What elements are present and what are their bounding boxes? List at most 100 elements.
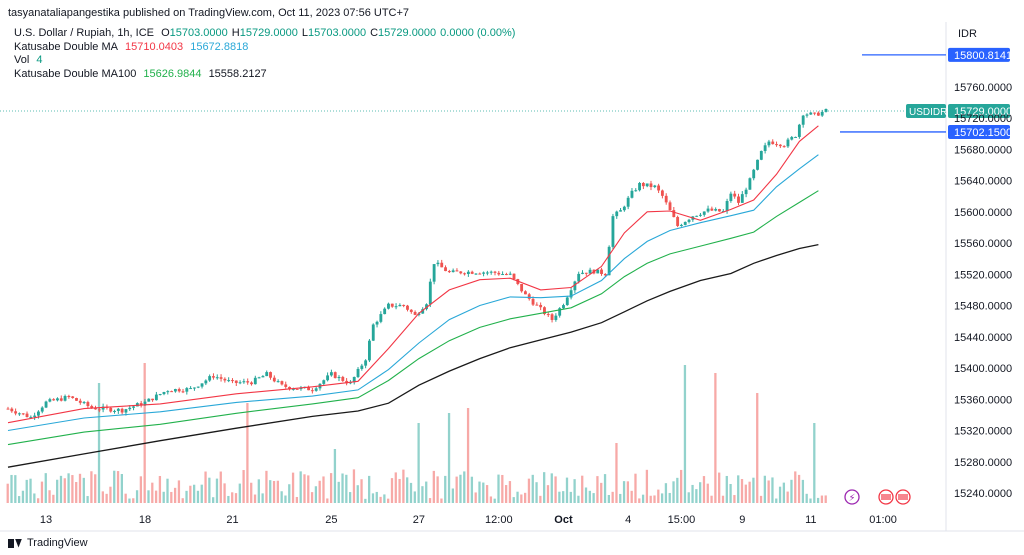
ma-line[interactable]: [7, 154, 819, 432]
legend-ma1-row[interactable]: Katusabe Double MA 15710.0403 15672.8818: [14, 41, 523, 55]
candle: [356, 368, 360, 377]
volume-bar: [687, 492, 690, 503]
volume-bar: [208, 477, 211, 503]
volume-bar: [200, 484, 203, 503]
ma-line[interactable]: [7, 243, 819, 468]
candle: [48, 399, 52, 402]
candle: [512, 273, 516, 280]
volume-bar: [425, 481, 428, 503]
volume-bar: [303, 474, 306, 503]
candle: [383, 308, 387, 315]
candle: [470, 271, 474, 274]
volume-bar: [398, 478, 401, 503]
candle: [368, 340, 371, 361]
candle: [756, 159, 759, 170]
vol-name: Vol: [14, 54, 30, 66]
candle: [638, 183, 641, 191]
volume-bar: [307, 475, 310, 503]
candle: [200, 383, 204, 387]
candle: [82, 402, 86, 404]
candle: [341, 376, 345, 381]
candle: [459, 271, 463, 274]
y-tick-label: 15440.0000: [954, 332, 1012, 344]
ma1-value-2: 15672.8818: [190, 40, 249, 53]
candle: [813, 112, 817, 114]
candle: [307, 386, 310, 391]
candle: [816, 112, 820, 116]
volume-bar: [668, 492, 671, 503]
close-value: 15729.0000: [378, 27, 437, 39]
volume-bar: [649, 495, 652, 503]
legend-vol-row[interactable]: Vol 4: [14, 54, 523, 68]
ma-line[interactable]: [7, 190, 819, 446]
candle: [748, 178, 752, 190]
y-tick-label: 15720.0000: [954, 113, 1012, 125]
volume-bar: [562, 491, 565, 503]
candle: [508, 273, 512, 275]
candle: [581, 272, 584, 274]
candle: [759, 150, 763, 160]
candle: [687, 219, 691, 222]
event-markers[interactable]: ⚡: [844, 489, 911, 505]
candle: [154, 394, 158, 401]
candle: [170, 391, 174, 393]
candle: [6, 408, 10, 410]
volume-bar: [527, 478, 531, 503]
candle: [238, 382, 242, 384]
volume-bar: [474, 492, 477, 503]
candle: [778, 144, 782, 147]
y-tick-label: 15760.0000: [954, 82, 1012, 94]
volume-bar: [14, 475, 17, 503]
candle: [97, 409, 101, 411]
candle: [634, 190, 638, 192]
price-axis[interactable]: 15240.0000 15280.0000 15320.0000 15360.0000…: [954, 82, 1012, 500]
candle: [546, 314, 550, 316]
volume-bar: [322, 476, 325, 503]
candle: [577, 273, 581, 282]
candle: [162, 392, 166, 395]
volume-bar: [63, 478, 66, 503]
volume-bar: [348, 492, 352, 503]
candle: [436, 262, 440, 265]
candle: [101, 406, 105, 410]
volume-bar: [86, 496, 89, 503]
legend-symbol[interactable]: U.S. Dollar / Rupiah, 1h, ICE: [14, 27, 155, 39]
volume-bar: [109, 486, 112, 503]
ma2-value-2: 15558.2127: [208, 67, 267, 80]
volume-bar: [219, 471, 222, 503]
horizontal-lines[interactable]: USDIDR 15729.0000 15800.8141 15702.1500: [0, 47, 1012, 139]
volume-bar: [524, 492, 527, 503]
flag-icon: [898, 494, 908, 500]
candle: [710, 208, 714, 211]
volume-bar: [725, 475, 728, 503]
candle: [524, 291, 527, 295]
volume-bar: [288, 484, 291, 503]
y-tick-label: 15480.0000: [954, 301, 1012, 313]
flash-event-icon[interactable]: [844, 489, 860, 505]
candle: [75, 398, 78, 401]
legend-ma2-row[interactable]: Katusabe Double MA100 15626.9844 15558.2…: [14, 68, 523, 82]
volume-bar: [600, 482, 603, 503]
volume-bar: [466, 408, 470, 503]
volume-bar: [329, 473, 333, 503]
ma-line[interactable]: [7, 125, 819, 424]
candle: [90, 406, 94, 409]
volume-bar: [196, 490, 200, 503]
time-axis[interactable]: 13 18 21 25 27 12:00 Oct 4 15:00 9 11 01:00: [40, 514, 897, 526]
volume-bar: [257, 479, 260, 503]
candle: [702, 211, 706, 215]
candle: [771, 141, 775, 145]
volume-bar: [626, 481, 630, 503]
volume-bar: [794, 471, 797, 503]
volume-bar: [447, 413, 451, 503]
volume-bar: [356, 485, 359, 503]
candle: [797, 124, 801, 137]
candle: [14, 411, 18, 414]
candle: [86, 402, 90, 407]
volume-bar: [394, 472, 397, 503]
candle: [352, 376, 356, 383]
candle: [219, 377, 223, 379]
y-tick-label: 15320.0000: [954, 426, 1012, 438]
volume-bar: [767, 480, 770, 503]
